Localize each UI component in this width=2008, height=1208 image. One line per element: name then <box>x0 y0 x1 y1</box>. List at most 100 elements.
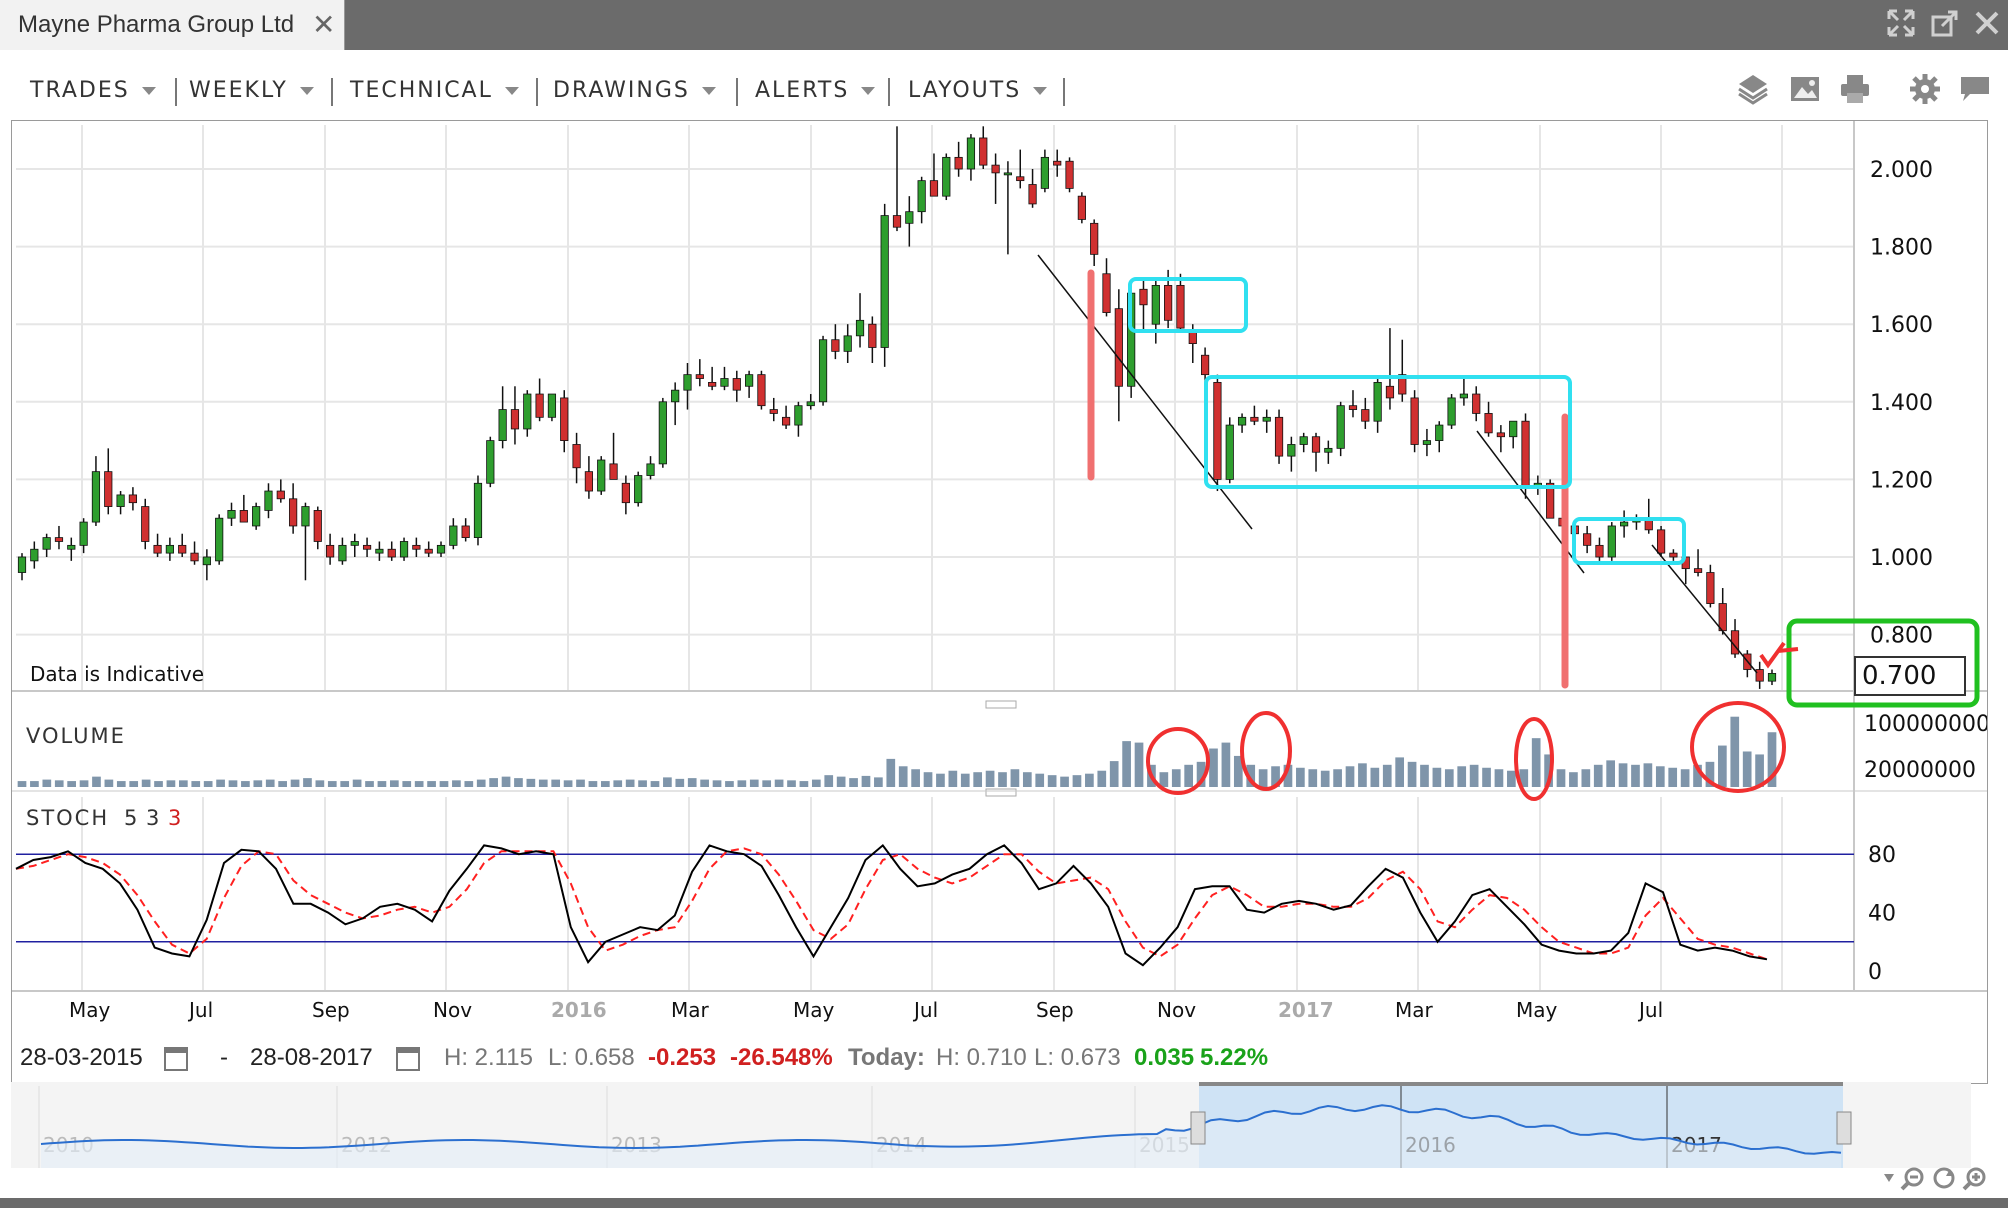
tab-close-icon[interactable]: ✕ <box>312 9 336 40</box>
menu-trades[interactable]: TRADES <box>30 78 156 103</box>
candle-body <box>128 494 138 504</box>
navigator-right-handle <box>1836 1111 1852 1145</box>
scroll-down-icon[interactable] <box>1884 1174 1894 1182</box>
volume-bar <box>42 779 52 787</box>
candle-body <box>1459 393 1468 399</box>
popout-icon[interactable] <box>1930 8 1960 38</box>
candle-body <box>42 537 51 550</box>
volume-bar <box>1581 769 1591 787</box>
zoom-in-icon[interactable] <box>1962 1167 1986 1191</box>
volume-bar <box>1494 769 1504 787</box>
volume-bar <box>1618 763 1628 787</box>
candle-body <box>609 463 618 480</box>
volume-bar <box>377 781 387 787</box>
volume-bar <box>427 781 436 787</box>
chevron-down-icon <box>861 87 876 95</box>
volume-bar <box>650 781 660 787</box>
volume-bar <box>737 780 747 787</box>
menu-alerts-label: ALERTS <box>755 78 850 103</box>
volume-bar <box>861 775 871 787</box>
candle-body <box>1053 160 1062 166</box>
candle-body <box>757 374 766 407</box>
volume-bar <box>787 780 796 787</box>
menu-alerts[interactable]: ALERTS <box>755 78 876 103</box>
candle-body <box>510 409 520 430</box>
menu-technical[interactable]: TECHNICAL <box>350 78 519 103</box>
volume-bar <box>1544 754 1553 787</box>
annotation-circle <box>1146 727 1210 795</box>
candle-body <box>1016 176 1025 182</box>
today-high: H: 0.710 <box>936 1044 1027 1071</box>
volume-bar <box>1159 772 1169 787</box>
fullscreen-icon[interactable] <box>1886 8 1916 38</box>
end-calendar-icon[interactable] <box>396 1047 420 1071</box>
range-change-pct: -26.548% <box>730 1044 833 1071</box>
candle-body <box>1274 416 1284 457</box>
price-tick-label: 1.800 <box>1870 236 1933 261</box>
print-icon[interactable] <box>1838 72 1872 106</box>
volume-bar <box>1482 767 1491 787</box>
menu-weekly[interactable]: WEEKLY <box>189 78 314 103</box>
volume-bar <box>1109 761 1119 787</box>
candle-body <box>54 537 64 542</box>
volume-bar <box>526 778 536 787</box>
menu-drawings[interactable]: DRAWINGS <box>553 78 716 103</box>
candle-body <box>1595 544 1604 558</box>
candle-body <box>806 401 815 407</box>
volume-bar <box>340 781 350 787</box>
candle-body <box>313 510 322 542</box>
comment-icon[interactable] <box>1958 72 1992 106</box>
volume-bar <box>216 779 225 787</box>
stoch-param: 5 <box>124 806 139 830</box>
end-date[interactable]: 28-08-2017 <box>250 1044 373 1071</box>
candle-body <box>1336 405 1345 449</box>
layers-icon[interactable] <box>1736 72 1770 106</box>
volume-bar <box>464 781 474 787</box>
volume-bar <box>1060 776 1069 787</box>
candle-body <box>1583 533 1592 546</box>
volume-bar <box>327 781 337 787</box>
volume-bar <box>1420 764 1429 787</box>
start-calendar-icon[interactable] <box>164 1047 188 1071</box>
zoom-out-icon[interactable] <box>1900 1167 1924 1191</box>
volume-bar <box>1184 764 1194 787</box>
time-tick-label: Sep <box>312 998 350 1022</box>
candle-body <box>30 548 39 562</box>
candle-body <box>412 544 421 550</box>
candle-body <box>1188 331 1197 345</box>
image-icon[interactable] <box>1788 72 1822 106</box>
candle-body <box>1287 444 1296 457</box>
chart-svg[interactable]: 2.000 1.800 1.600 1.400 1.200 1.000 0.800 10000… <box>12 121 1990 1083</box>
candle-body <box>1496 432 1505 438</box>
volume-bar <box>1171 769 1181 787</box>
annotation-circle <box>1690 701 1786 793</box>
volume-bar <box>501 776 511 787</box>
menu-divider <box>736 78 738 106</box>
candle-body <box>560 397 569 442</box>
candle-body <box>917 180 926 213</box>
volume-bar <box>67 781 76 787</box>
volume-bar <box>1196 761 1206 787</box>
volume-bar <box>365 781 374 787</box>
stoch-tick-label: 0 <box>1868 960 1882 985</box>
candle-body <box>769 409 778 414</box>
volume-bar <box>576 779 585 787</box>
close-icon[interactable] <box>1972 8 2002 38</box>
price-tick-label: 1.400 <box>1870 391 1933 416</box>
start-date[interactable]: 28-03-2015 <box>20 1044 143 1071</box>
menu-layouts[interactable]: LAYOUTS <box>908 78 1048 103</box>
gear-icon[interactable] <box>1908 72 1942 106</box>
splitter-handle-icon <box>985 700 1017 709</box>
menu-drawings-label: DRAWINGS <box>553 78 690 103</box>
chart-area[interactable]: 2.000 1.800 1.600 1.400 1.200 1.000 0.800 10000… <box>11 120 1990 1084</box>
window-tab[interactable]: Mayne Pharma Group Ltd ✕ <box>0 0 345 50</box>
range-navigator[interactable]: 2010201220132014201520162017 <box>11 1082 1971 1168</box>
stoch-k-line <box>15 843 1768 967</box>
reset-icon[interactable] <box>1933 1167 1955 1189</box>
volume-bar <box>352 779 362 787</box>
candle-body <box>868 323 877 348</box>
candle-body <box>387 548 396 558</box>
volume-bar <box>936 773 945 787</box>
volume-bar <box>54 780 64 787</box>
highlight-box <box>1786 618 1980 708</box>
